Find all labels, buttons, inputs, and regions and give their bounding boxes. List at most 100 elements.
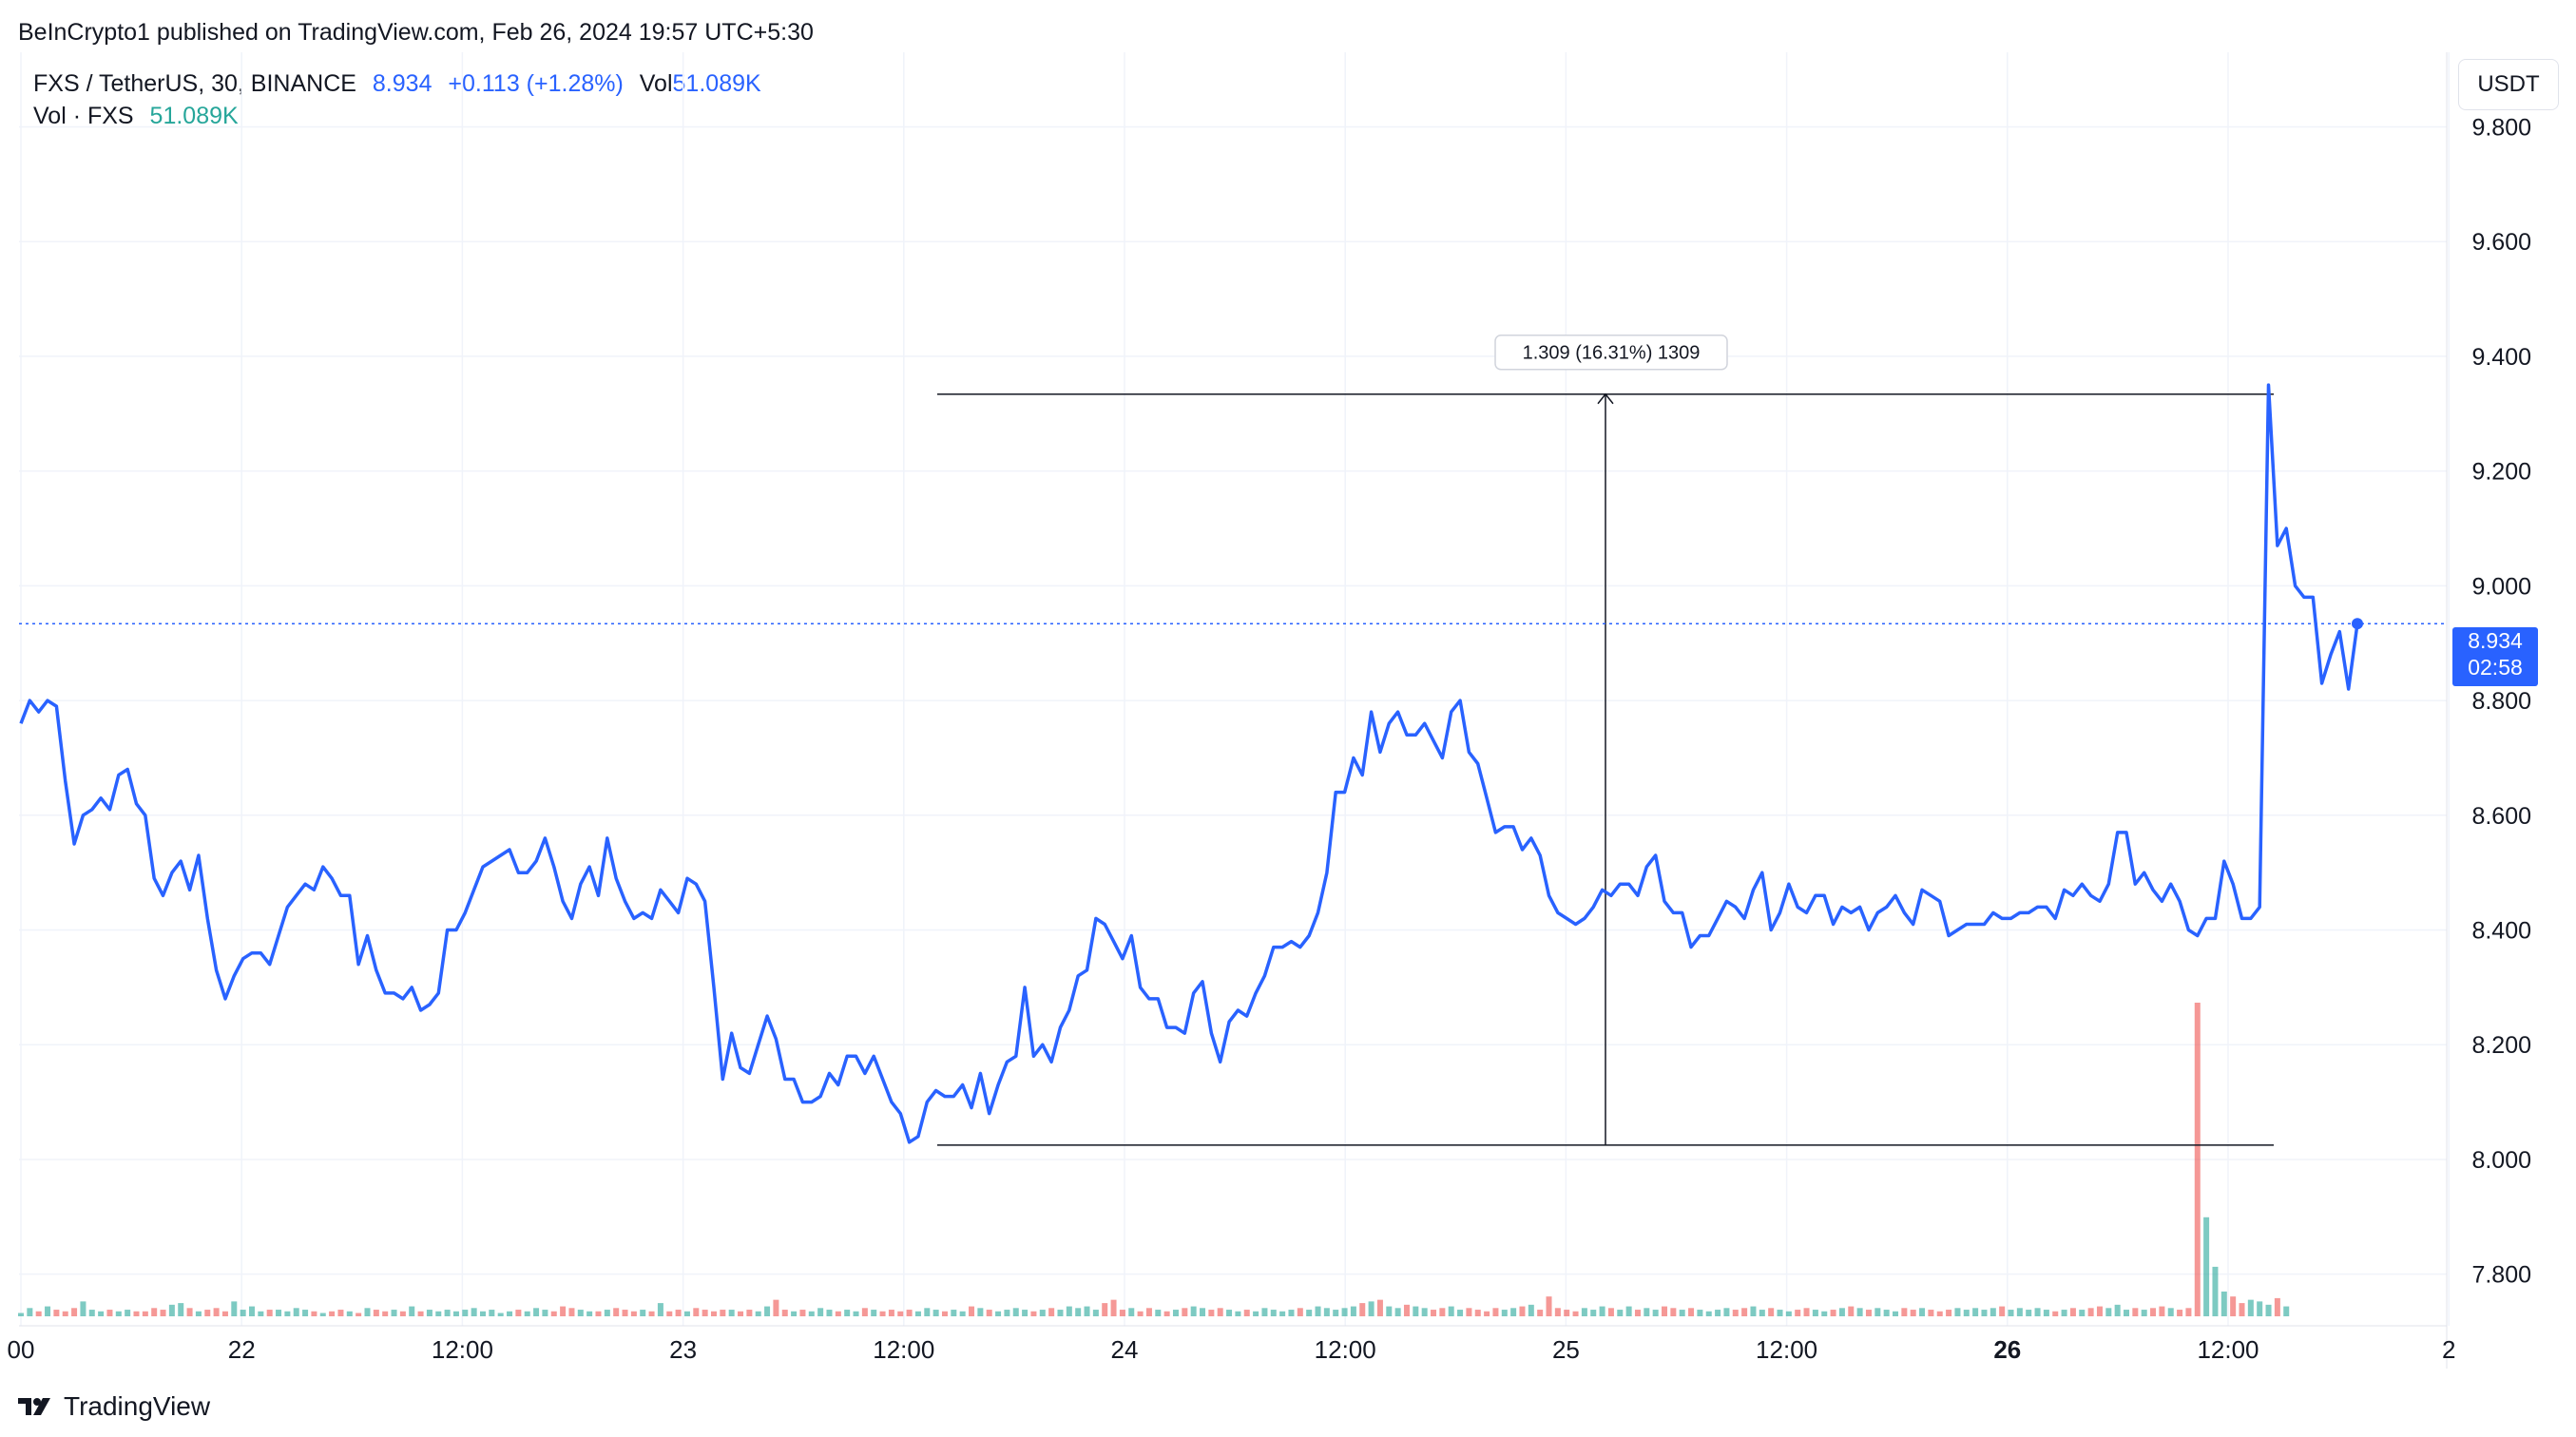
volume-bar (879, 1311, 886, 1316)
volume-bar (1705, 1311, 1712, 1316)
volume-bar (1368, 1301, 1375, 1316)
volume-bar (1688, 1308, 1695, 1316)
volume-bar (568, 1308, 575, 1316)
volume-bar (1110, 1299, 1117, 1316)
volume-bar (2194, 1003, 2201, 1316)
tradingview-logo-text: TradingView (64, 1391, 211, 1421)
y-tick-label: 7.800 (2471, 1262, 2531, 1289)
volume-bar (471, 1308, 477, 1316)
volume-bar (1785, 1311, 1792, 1316)
volume-bar (364, 1308, 371, 1316)
volume-bar (791, 1311, 798, 1316)
volume-bar (479, 1311, 486, 1316)
volume-bar (861, 1308, 868, 1316)
volume-bar (817, 1308, 824, 1316)
volume-bar (302, 1310, 309, 1316)
volume-bar (969, 1306, 975, 1316)
volume-bar (27, 1308, 33, 1316)
volume-bar (1803, 1308, 1810, 1316)
x-tick-label: 00 (8, 1335, 35, 1364)
y-tick-label: 9.200 (2471, 459, 2531, 486)
volume-bar (1848, 1306, 1855, 1316)
volume-bar (409, 1306, 415, 1316)
volume-bar (168, 1304, 175, 1316)
volume-bar (577, 1310, 584, 1316)
volume-bar (1403, 1304, 1410, 1316)
volume-bar (604, 1310, 610, 1316)
volume-bar (2274, 1297, 2280, 1316)
volume-bar (1501, 1310, 1508, 1316)
volume-bar (417, 1311, 424, 1316)
volume-bar (613, 1308, 620, 1316)
volume-bar (844, 1310, 851, 1316)
volume-bar (1333, 1310, 1339, 1316)
volume-bar (683, 1311, 690, 1316)
symbol-title[interactable]: FXS / TetherUS, 30, BINANCE (33, 70, 356, 97)
volume-bar (799, 1310, 806, 1316)
volume-bar (195, 1311, 202, 1316)
price-tag-value: 8.934 (2468, 628, 2523, 653)
currency-button[interactable]: USDT (2458, 59, 2559, 110)
tradingview-logo[interactable]: TradingView (18, 1391, 210, 1422)
volume-bar (2016, 1308, 2023, 1316)
volume-bar (1039, 1310, 1046, 1316)
volume-indicator-title[interactable]: Vol · FXS (33, 103, 134, 129)
volume-bar (746, 1310, 753, 1316)
volume-bar (2159, 1306, 2165, 1316)
volume-bar (284, 1311, 291, 1316)
x-tick-label: 12:00 (1756, 1335, 1817, 1364)
volume-bar (2230, 1296, 2237, 1316)
volume-bar (1625, 1306, 1632, 1316)
y-tick-label: 8.800 (2471, 688, 2531, 715)
volume-bar (835, 1311, 841, 1316)
y-tick-label: 8.400 (2471, 918, 2531, 945)
volume-bar (329, 1311, 336, 1316)
volume-bar (1679, 1310, 1685, 1316)
volume-bar (337, 1310, 344, 1316)
volume-bar (1208, 1310, 1215, 1316)
volume-bar (2283, 1306, 2290, 1316)
volume-bar (2096, 1306, 2103, 1316)
volume-bar (853, 1311, 859, 1316)
volume-bar (533, 1308, 540, 1316)
volume-bar (773, 1299, 779, 1316)
volume-bar (1066, 1306, 1072, 1316)
y-tick-label: 9.000 (2471, 573, 2531, 600)
volume-bar (1883, 1310, 1890, 1316)
volume-bar (1617, 1310, 1624, 1316)
volume-bar (1644, 1308, 1650, 1316)
volume-bar (1217, 1308, 1223, 1316)
volume-bar (1413, 1306, 1419, 1316)
volume-bar (1590, 1310, 1597, 1316)
volume-bar (319, 1312, 326, 1316)
volume-bar (702, 1310, 708, 1316)
volume-bar (1341, 1308, 1348, 1316)
volume-bar (1697, 1310, 1703, 1316)
price-range-measure[interactable]: 1.309 (16.31%) 1309 (937, 334, 2274, 1146)
volume-bar (125, 1310, 131, 1316)
volume-bar (1777, 1310, 1783, 1316)
volume-bar (2124, 1310, 2130, 1316)
volume-bar (1270, 1310, 1277, 1316)
volume-bar (1394, 1308, 1401, 1316)
volume-bar (2247, 1299, 2254, 1316)
volume-bar (35, 1311, 42, 1316)
volume-bar (1572, 1311, 1579, 1316)
volume-bar (2132, 1308, 2139, 1316)
volume-bar (1253, 1311, 1259, 1316)
volume-bar (2141, 1310, 2147, 1316)
volume-bar (1457, 1310, 1464, 1316)
volume-bar (1297, 1308, 1303, 1316)
volume-bar (1768, 1308, 1775, 1316)
volume-bar (1546, 1296, 1552, 1316)
volume-bar (346, 1311, 353, 1316)
volume-bar (497, 1312, 504, 1316)
volume-bar (18, 1312, 24, 1316)
volume-bar (1092, 1310, 1099, 1316)
volume-bar (1243, 1310, 1250, 1316)
x-tick-label: 24 (1111, 1335, 1139, 1364)
volume-bar (1812, 1310, 1818, 1316)
volume-bar (1528, 1304, 1534, 1316)
volume-bar (1182, 1308, 1188, 1316)
